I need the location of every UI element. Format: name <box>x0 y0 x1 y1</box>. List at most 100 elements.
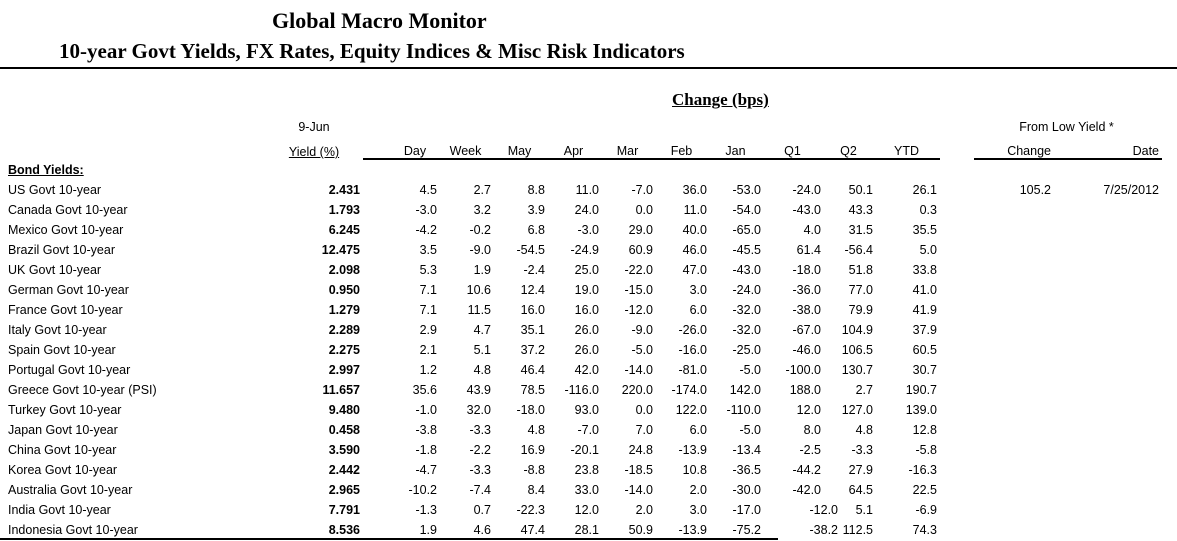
change-ytd: 41.0 <box>912 283 937 297</box>
change-q1: -100.0 <box>785 363 821 377</box>
table-row: Greece Govt 10-year (PSI) 11.657 35.6 43… <box>0 380 1162 400</box>
table-row: UK Govt 10-year 2.098 5.3 1.9 -2.4 25.0 … <box>0 260 1162 280</box>
table-row: Korea Govt 10-year 2.442 -4.7 -3.3 -8.8 … <box>0 460 1162 480</box>
yield-value: 2.965 <box>328 483 360 497</box>
table-row: France Govt 10-year 1.279 7.1 11.5 16.0 … <box>0 300 1162 320</box>
from-low-change <box>974 520 1054 540</box>
section-blank <box>268 159 1162 180</box>
instrument-label: France Govt 10-year <box>8 303 123 317</box>
change-feb: 3.0 <box>689 503 707 517</box>
from-low-change <box>974 340 1054 360</box>
change-may: 8.4 <box>527 483 545 497</box>
change-apr: 12.0 <box>574 503 599 517</box>
change-feb: -13.9 <box>678 443 708 457</box>
spacer-cell <box>363 440 393 460</box>
from-low-change <box>974 220 1054 240</box>
col-header-may: May <box>494 134 548 160</box>
change-week: 10.6 <box>466 283 491 297</box>
change-feb: -16.0 <box>678 343 708 357</box>
change-apr: -7.0 <box>577 423 599 437</box>
change-ytd: 26.1 <box>912 183 937 197</box>
col-header-feb: Feb <box>656 134 710 160</box>
change-mar: 220.0 <box>621 383 653 397</box>
change-mar: 60.9 <box>628 243 653 257</box>
col-header-q1: Q1 <box>764 134 824 160</box>
change-day: -1.8 <box>415 443 437 457</box>
change-jan: 142.0 <box>729 383 761 397</box>
change-may: 4.8 <box>527 423 545 437</box>
col-header-day: Day <box>393 134 440 160</box>
change-ytd: 60.5 <box>912 343 937 357</box>
change-apr: 19.0 <box>574 283 599 297</box>
change-jan: -32.0 <box>732 323 762 337</box>
yield-value: 2.997 <box>328 363 360 377</box>
change-day: -1.3 <box>415 503 437 517</box>
from-low-date <box>1054 340 1162 360</box>
yield-value: 6.245 <box>328 223 360 237</box>
change-may: -2.4 <box>523 263 545 277</box>
col-header-from-low-yield: From Low Yield * <box>1019 120 1114 134</box>
header-blank <box>363 134 393 160</box>
change-apr: 23.8 <box>574 463 599 477</box>
change-q2: 5.1 <box>855 503 873 517</box>
change-apr: 24.0 <box>574 203 599 217</box>
change-week: -3.3 <box>469 463 491 477</box>
header-blank <box>0 134 268 159</box>
report-subtitle: 10-year Govt Yields, FX Rates, Equity In… <box>59 39 685 63</box>
change-day: 4.5 <box>419 183 437 197</box>
spacer-cell <box>940 500 974 520</box>
change-mar: 24.8 <box>628 443 653 457</box>
change-q2: 43.3 <box>848 203 873 217</box>
change-q1: -2.5 <box>799 443 821 457</box>
group-header-change-bps: Change (bps) <box>672 90 769 109</box>
change-day: -3.8 <box>415 423 437 437</box>
change-jan: -65.0 <box>732 223 762 237</box>
from-low-change <box>974 240 1054 260</box>
col-header-week: Week <box>440 134 494 160</box>
change-day: 1.2 <box>419 363 437 377</box>
table-row: German Govt 10-year 0.950 7.1 10.6 12.4 … <box>0 280 1162 300</box>
instrument-label: Indonesia Govt 10-year <box>8 523 138 537</box>
change-week: -7.4 <box>469 483 491 497</box>
change-week: 3.2 <box>473 203 491 217</box>
change-apr: 42.0 <box>574 363 599 377</box>
spacer-cell <box>940 180 974 200</box>
spacer-cell <box>363 320 393 340</box>
yield-value: 12.475 <box>321 243 360 257</box>
change-q1: -67.0 <box>792 323 822 337</box>
table-row: Indonesia Govt 10-year 8.536 1.9 4.6 47.… <box>0 520 1162 540</box>
change-q1: 8.0 <box>803 423 821 437</box>
change-jan: -5.0 <box>739 363 761 377</box>
change-day: 3.5 <box>419 243 437 257</box>
from-low-date <box>1054 440 1162 460</box>
change-apr: 25.0 <box>574 263 599 277</box>
change-ytd: 139.0 <box>905 403 937 417</box>
instrument-label: Turkey Govt 10-year <box>8 403 122 417</box>
change-mar: 29.0 <box>628 223 653 237</box>
spacer-cell <box>940 320 974 340</box>
change-week: 4.7 <box>473 323 491 337</box>
yield-value: 1.279 <box>328 303 360 317</box>
from-low-change <box>974 480 1054 500</box>
change-apr: -116.0 <box>564 383 599 397</box>
yield-value: 2.431 <box>328 183 360 197</box>
from-low-date <box>1054 300 1162 320</box>
from-low-change: 105.2 <box>1019 183 1051 197</box>
instrument-label: Brazil Govt 10-year <box>8 243 115 257</box>
change-ytd: -5.8 <box>915 443 937 457</box>
title-divider <box>0 67 1177 69</box>
change-day: -4.2 <box>415 223 437 237</box>
change-apr: -3.0 <box>577 223 599 237</box>
change-week: 11.5 <box>467 303 491 317</box>
change-q1: 12.0 <box>796 403 821 417</box>
change-day: 5.3 <box>419 263 437 277</box>
change-may: 35.1 <box>520 323 545 337</box>
from-low-date <box>1054 380 1162 400</box>
change-may: 78.5 <box>520 383 545 397</box>
change-day: -1.0 <box>415 403 437 417</box>
instrument-label: German Govt 10-year <box>8 283 129 297</box>
bond-yields-table: 9-Jun From Low Yield * Yield (%) Day Wee… <box>0 84 1162 540</box>
change-feb: 46.0 <box>682 243 707 257</box>
change-apr: 26.0 <box>574 323 599 337</box>
change-ytd: 30.7 <box>912 363 937 377</box>
